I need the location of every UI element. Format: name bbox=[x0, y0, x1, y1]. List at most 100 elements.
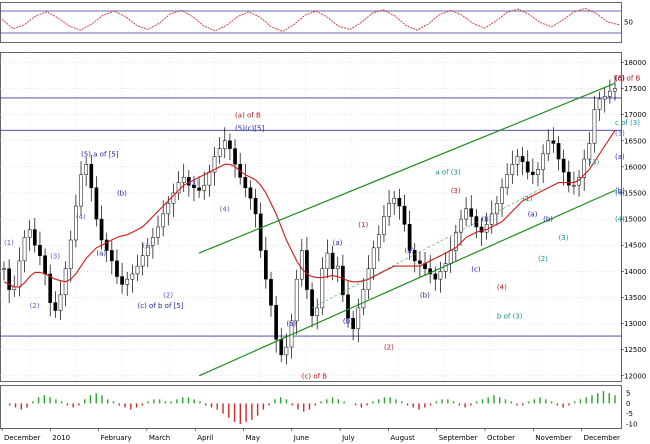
price-tick-label: 13000 bbox=[624, 320, 646, 328]
price-candle-body bbox=[320, 268, 325, 309]
wave-label: (b) bbox=[482, 216, 492, 224]
price-candle-body bbox=[53, 302, 58, 311]
price-candle-body bbox=[361, 289, 366, 309]
price-tick-label: 15000 bbox=[624, 216, 646, 224]
price-candle-body bbox=[274, 305, 278, 340]
price-candle-body bbox=[592, 109, 597, 144]
price-candle-body bbox=[341, 265, 345, 296]
price-candle-body bbox=[166, 203, 171, 215]
price-candle-body bbox=[294, 278, 299, 322]
price-candle-body bbox=[135, 265, 140, 275]
wave-label: (a) of B bbox=[235, 111, 261, 119]
wave-label: (4) bbox=[615, 190, 625, 198]
wave-label: (c) bbox=[615, 75, 625, 83]
price-candle-body bbox=[613, 88, 617, 92]
histogram-tick-label: 0 bbox=[626, 400, 630, 408]
histogram-panel bbox=[0, 385, 622, 429]
month-label: October bbox=[487, 434, 515, 442]
price-candle-body bbox=[587, 143, 592, 160]
price-candle-body bbox=[84, 164, 89, 175]
price-tick-label: 15500 bbox=[624, 190, 646, 198]
price-candle-body bbox=[479, 226, 484, 233]
price-candle-body bbox=[130, 273, 135, 280]
price-candle-body bbox=[181, 177, 186, 183]
price-tick-label: 13500 bbox=[624, 294, 646, 302]
price-candle-body bbox=[376, 234, 381, 249]
price-candle-body bbox=[582, 158, 587, 178]
price-candle-body bbox=[145, 244, 150, 256]
price-candle-body bbox=[469, 208, 474, 217]
price-candle-body bbox=[536, 169, 540, 175]
wave-label: (4) bbox=[220, 205, 230, 213]
price-candle-body bbox=[32, 229, 37, 246]
price-candle-body bbox=[382, 216, 386, 236]
wave-label: (4) bbox=[615, 216, 625, 224]
price-tick-label: 17000 bbox=[624, 111, 646, 119]
price-candle-body bbox=[253, 197, 258, 215]
price-candle-body bbox=[120, 276, 124, 285]
price-candle-body bbox=[397, 197, 402, 207]
price-candle-body bbox=[140, 255, 145, 267]
price-candle-body bbox=[284, 346, 289, 356]
price-candle-body bbox=[68, 239, 73, 269]
price-candle-body bbox=[418, 260, 422, 264]
price-candle-body bbox=[546, 140, 551, 155]
price-candle-body bbox=[305, 250, 309, 290]
month-label: 2010 bbox=[52, 434, 70, 442]
price-candle-body bbox=[43, 255, 47, 275]
price-candle-body bbox=[17, 260, 22, 288]
price-candle-body bbox=[335, 265, 340, 269]
price-candle-body bbox=[233, 148, 237, 165]
price-candle-body bbox=[171, 192, 176, 204]
axes-layer: 12000 12500 13000 13500 14000 14500 15000 15500… bbox=[1, 59, 646, 442]
month-label: December bbox=[4, 434, 40, 442]
price-candle-body bbox=[566, 171, 571, 186]
month-label: August bbox=[390, 434, 415, 442]
price-panel: (5) a of [5] (4) (b) (a) (2) (1) (3) (c) of b o… bbox=[0, 52, 641, 382]
wave-label: (1) bbox=[4, 239, 14, 247]
wave-label: (b) bbox=[543, 216, 553, 224]
price-candle-body bbox=[94, 187, 99, 220]
wave-label: (a) bbox=[286, 320, 296, 328]
price-frame bbox=[0, 52, 622, 382]
price-candle-body bbox=[602, 96, 607, 100]
wave-label: (a) bbox=[528, 211, 538, 219]
wave-label: (c) of b of [5] bbox=[137, 302, 183, 310]
price-candle-body bbox=[228, 140, 232, 149]
price-candle-body bbox=[27, 229, 32, 238]
price-candle-body bbox=[500, 187, 504, 204]
price-candle-body bbox=[402, 205, 407, 225]
price-candle-body bbox=[495, 203, 499, 215]
wave-label: (a) bbox=[404, 247, 414, 255]
wave-label: (5) a of [5] bbox=[81, 150, 119, 158]
wave-label: (b) bbox=[117, 190, 127, 198]
price-candle-body bbox=[202, 184, 207, 191]
price-candle-body bbox=[572, 184, 576, 187]
wave-label: (1) bbox=[523, 195, 533, 203]
price-candle-body bbox=[109, 250, 114, 262]
price-candle-body bbox=[597, 98, 602, 110]
month-label: May bbox=[246, 434, 260, 442]
wave-label: (a) bbox=[615, 153, 625, 161]
price-candle-body bbox=[269, 278, 273, 306]
price-candle-body bbox=[222, 140, 227, 149]
month-label: July bbox=[341, 434, 355, 442]
wave-label: (5)(c)[5] bbox=[235, 124, 264, 132]
price-candle-body bbox=[38, 244, 42, 256]
wave-label: (1) bbox=[358, 221, 368, 229]
wave-label: (1) bbox=[143, 242, 153, 250]
wave-label: (2) bbox=[538, 255, 548, 263]
price-candle-body bbox=[351, 318, 355, 330]
price-candle-body bbox=[248, 187, 253, 199]
price-candle-body bbox=[258, 213, 263, 251]
price-tick-label: 17500 bbox=[624, 85, 646, 93]
wave-label: (3) bbox=[589, 158, 599, 166]
price-candle-body bbox=[525, 161, 530, 173]
price-candle-body bbox=[176, 182, 181, 194]
price-candle-body bbox=[561, 158, 566, 173]
price-candle-body bbox=[541, 153, 545, 170]
price-candle-body bbox=[438, 271, 443, 280]
price-candle-body bbox=[310, 289, 314, 316]
price-candle-body bbox=[330, 252, 335, 269]
